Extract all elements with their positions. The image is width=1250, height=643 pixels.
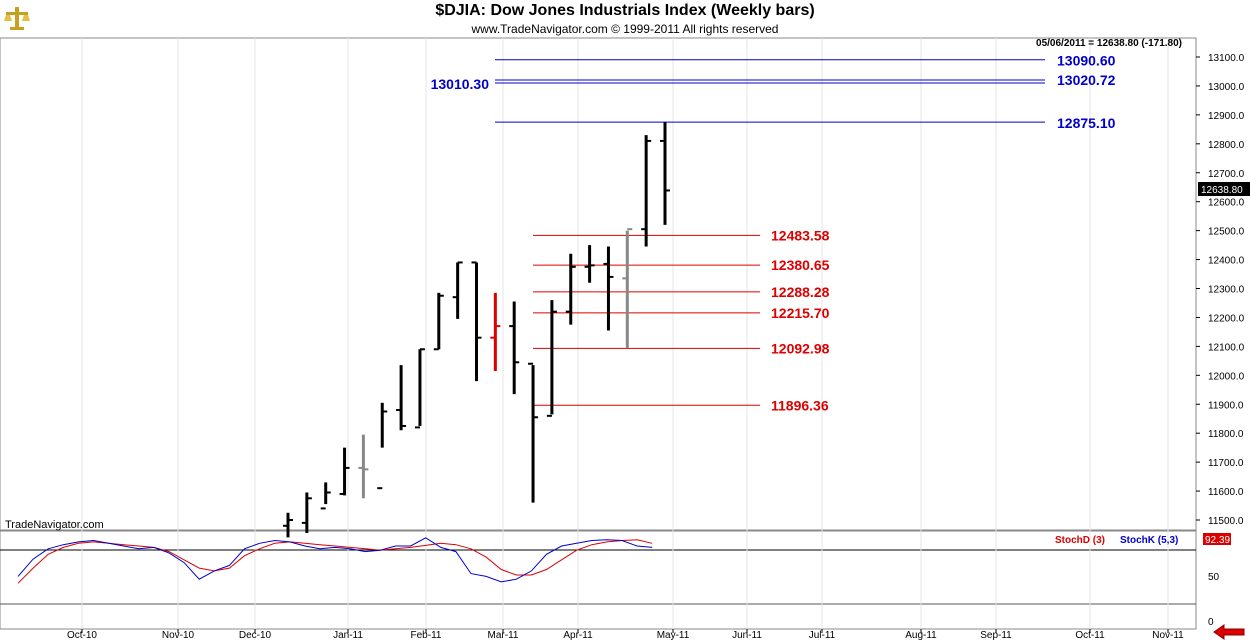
price-tick-label: 11800.0 [1208, 429, 1244, 440]
price-bar [452, 261, 463, 319]
price-bar [622, 228, 633, 348]
price-tick-label: 12700.0 [1208, 169, 1245, 180]
stoch-series-line [17, 537, 653, 583]
price-bar [433, 292, 444, 351]
stoch-series-line [17, 539, 653, 584]
price-tick-label: 12800.0 [1208, 140, 1245, 151]
last-bar-info: 05/06/2011 = 12638.80 (-171.80) [1036, 38, 1182, 49]
stoch-last-value: 92.39 [1205, 535, 1230, 546]
support-label: 12215.70 [771, 305, 830, 321]
price-bar [603, 246, 614, 331]
price-bar [565, 253, 576, 325]
price-tick-label: 11600.0 [1208, 487, 1244, 498]
month-label: Nov-11 [1152, 630, 1184, 641]
price-bar [528, 362, 539, 503]
price-bar [546, 300, 557, 417]
month-label: Dec-10 [239, 630, 272, 641]
month-label: Oct-11 [1075, 630, 1105, 641]
price-axis: 13100.0 13000.0 12900.0 12800.0 12700.0 12600… [1196, 53, 1245, 527]
month-label: Apr-11 [563, 630, 593, 641]
price-bar [509, 301, 520, 395]
price-bar [320, 482, 331, 510]
month-label: Jun-11 [732, 630, 762, 641]
red-left-arrow-icon[interactable] [1212, 624, 1246, 640]
support-label: 12288.28 [771, 284, 830, 300]
price-bar [660, 122, 670, 225]
watermark-text: TradeNavigator.com [5, 519, 104, 531]
price-tick-label: 12600.0 [1208, 198, 1245, 209]
last-price-label: 12638.80 [1201, 185, 1243, 196]
price-bar [339, 447, 350, 496]
month-label: Aug-11 [905, 630, 937, 641]
stoch-tick-0: 0 [1208, 617, 1214, 628]
level-lines: 13090.60 13020.72 13010.30 12875.10 12483.58… [431, 53, 1116, 414]
price-bar [301, 492, 312, 534]
support-label: 11896.36 [771, 397, 829, 413]
price-bar [414, 348, 425, 429]
stoch-tick-50: 50 [1208, 572, 1220, 583]
price-bar [283, 512, 293, 538]
month-label: Jan-11 [333, 630, 363, 641]
price-bar [396, 365, 407, 431]
copyright-text: www.TradeNavigator.com © 1999-2011 All r… [471, 22, 779, 36]
price-bar [471, 261, 482, 382]
price-tick-label: 12900.0 [1208, 111, 1245, 122]
month-label: Feb-11 [411, 630, 442, 641]
price-tick-label: 12500.0 [1208, 227, 1245, 238]
month-label: Oct-10 [67, 630, 97, 641]
grid-layer [81, 38, 1169, 629]
month-label: Mar-11 [488, 630, 519, 641]
stoch-plot-frame [0, 530, 1197, 630]
month-label: Jul-11 [809, 630, 836, 641]
price-bar [641, 135, 652, 247]
support-label: 12483.58 [771, 227, 830, 243]
chart-title: $DJIA: Dow Jones Industrials Index (Week… [435, 2, 815, 19]
price-bar [358, 434, 369, 499]
stoch-last-box [1203, 533, 1231, 545]
price-tick-label: 13000.0 [1208, 82, 1245, 93]
price-bar [584, 245, 595, 283]
legend-stochk: StochK (5,3) [1120, 535, 1178, 546]
resistance-label: 12875.10 [1057, 115, 1116, 131]
price-tick-label: 12400.0 [1208, 256, 1245, 267]
date-axis: Oct-10 Nov-10 Dec-10 Jan-11 Feb-11 Mar-11 Apr-… [67, 629, 1184, 641]
price-tick-label: 11900.0 [1208, 400, 1244, 411]
main-plot-frame [0, 37, 1197, 531]
price-tick-label: 11700.0 [1208, 458, 1244, 469]
price-tick-label: 11500.0 [1208, 516, 1244, 527]
price-tick-label: 13100.0 [1208, 53, 1245, 64]
price-bars [283, 122, 670, 538]
month-label: Nov-10 [162, 630, 195, 641]
resistance-label: 13010.30 [431, 76, 490, 92]
price-tick-label: 12200.0 [1208, 313, 1245, 324]
legend-stochd: StochD (3) [1055, 535, 1105, 546]
price-tick-label: 12300.0 [1208, 285, 1245, 296]
month-label: Sep-11 [980, 630, 1012, 641]
support-label: 12092.98 [771, 340, 830, 356]
price-tick-label: 12000.0 [1208, 371, 1245, 382]
resistance-label: 13090.60 [1057, 53, 1116, 69]
month-label: May-11 [657, 630, 690, 641]
price-bar [377, 402, 388, 490]
trading-scale-logo-icon [4, 7, 30, 30]
price-bar [490, 292, 501, 371]
stochastic-lines [17, 537, 653, 584]
price-tick-label: 12100.0 [1208, 342, 1245, 353]
support-label: 12380.65 [771, 257, 830, 273]
resistance-label: 13020.72 [1057, 72, 1116, 88]
last-price-box [1198, 182, 1250, 196]
